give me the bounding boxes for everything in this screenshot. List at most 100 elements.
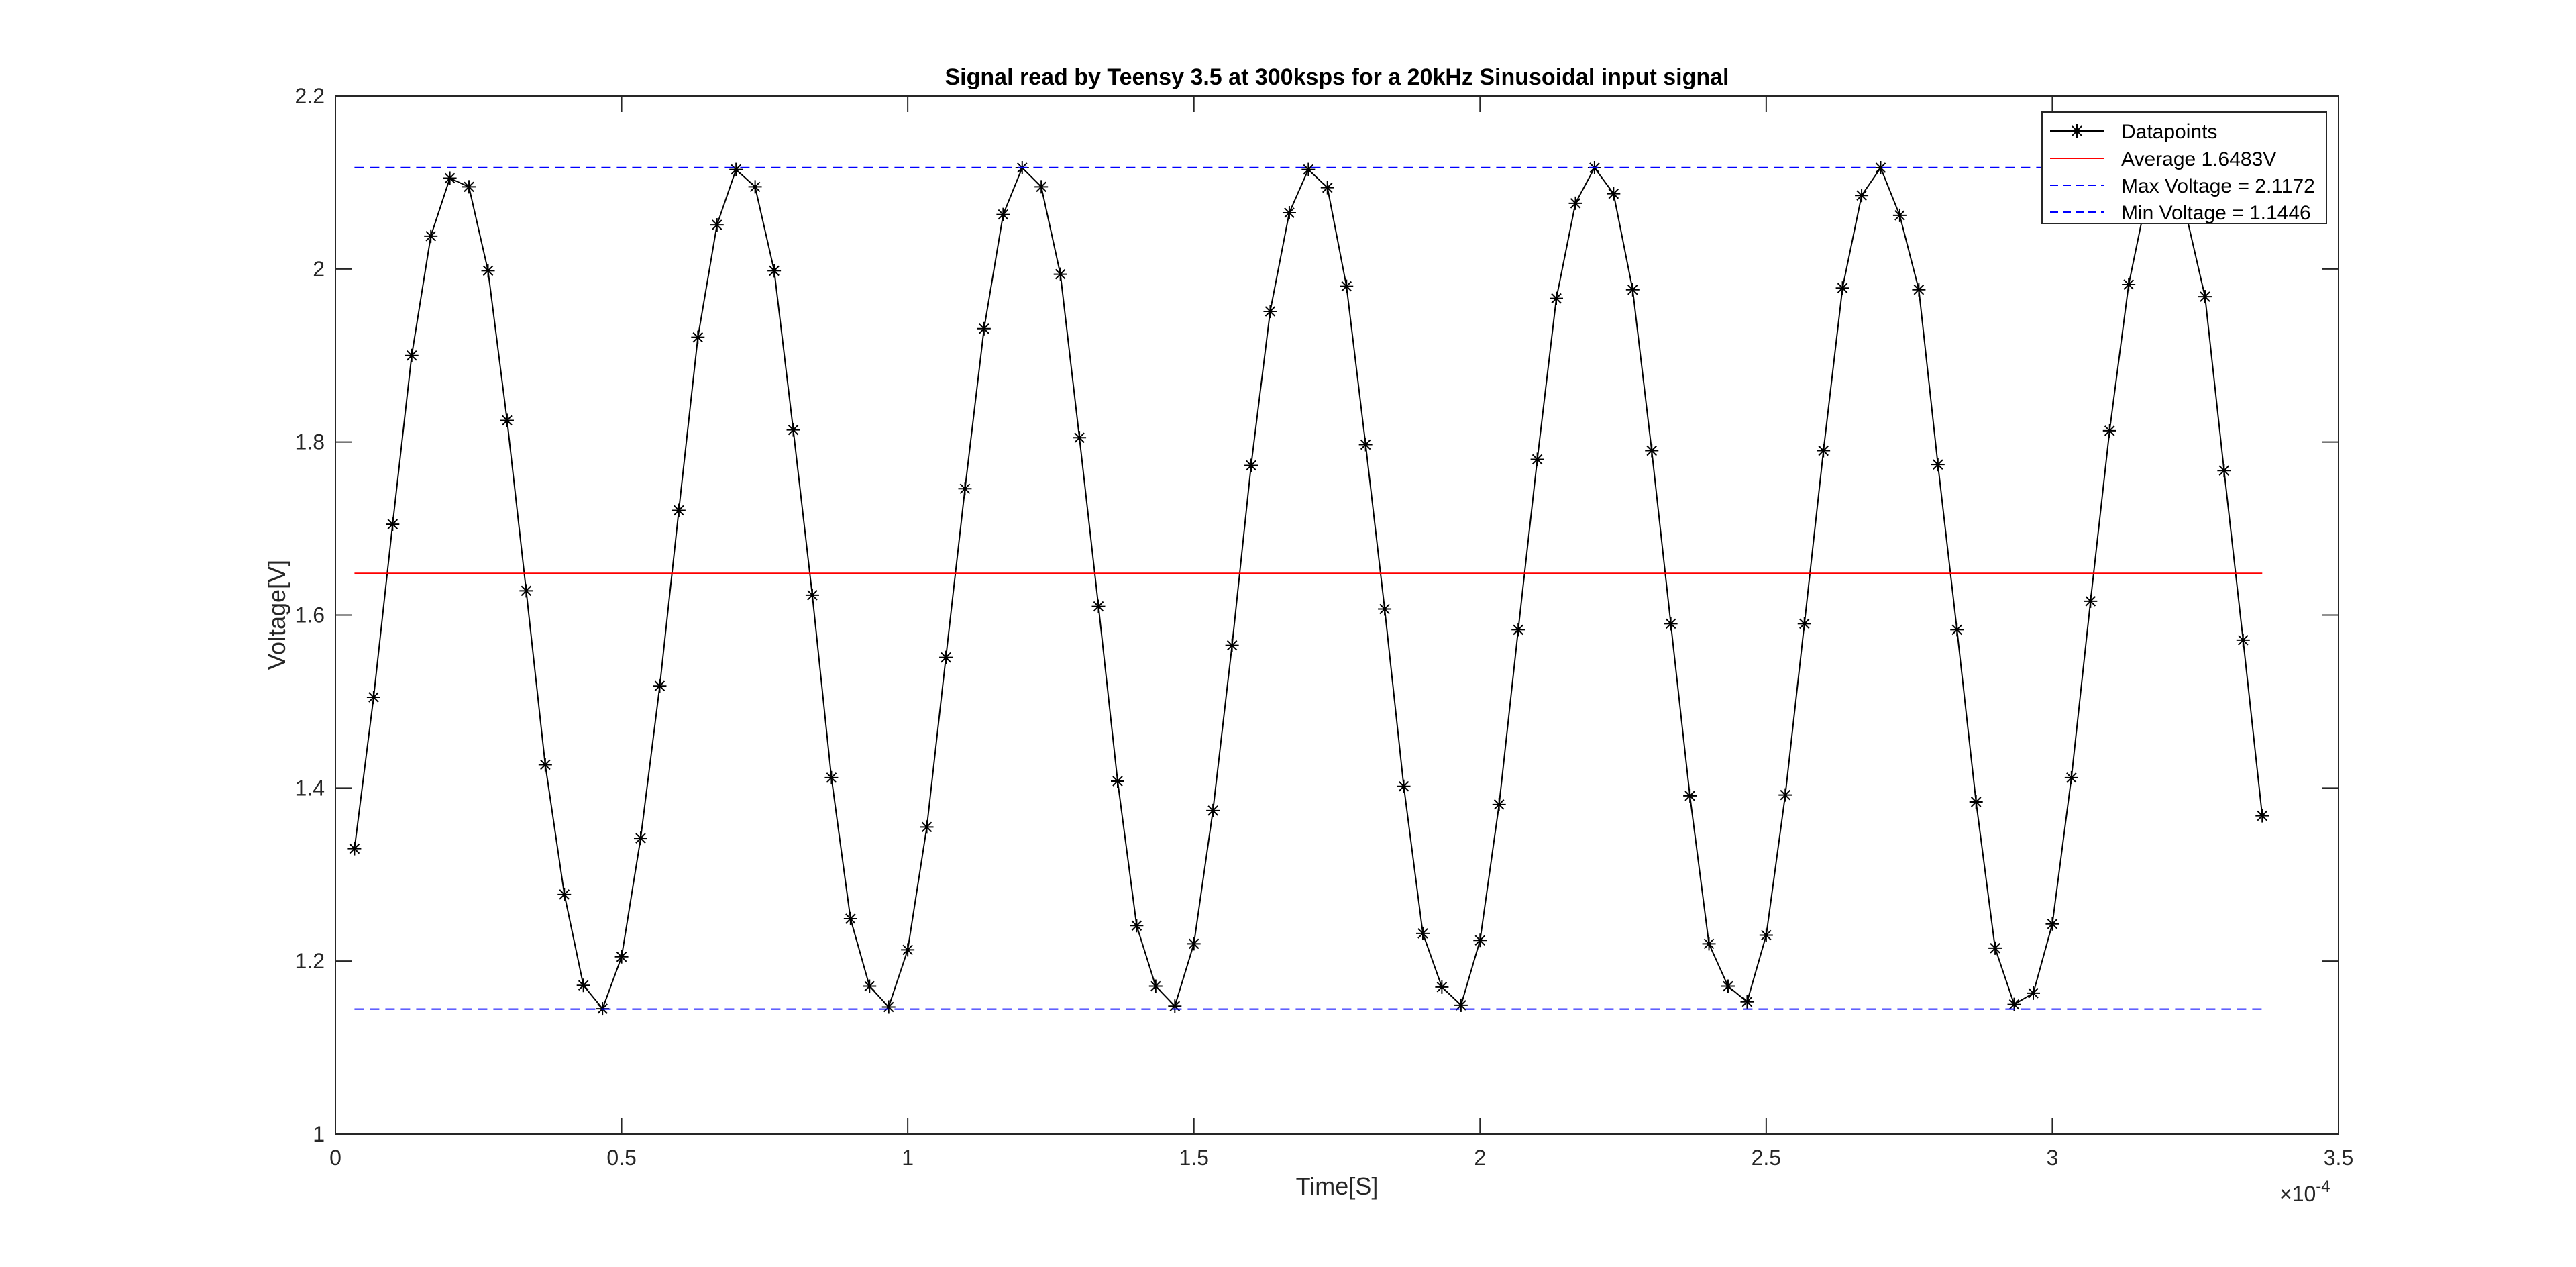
datapoint-marker [1148, 979, 1163, 993]
datapoint-marker [881, 1000, 896, 1014]
datapoint-marker [1397, 779, 1411, 793]
y-tick-label: 1.4 [295, 776, 325, 800]
chart-title: Signal read by Teensy 3.5 at 300ksps for… [945, 64, 1729, 90]
x-tick-label: 2.5 [1752, 1146, 1781, 1170]
y-tick-label: 1 [313, 1122, 325, 1146]
datapoint-marker [424, 229, 438, 243]
datapoint-marker [653, 679, 667, 693]
datapoint-marker [1340, 279, 1354, 293]
datapoint-marker [2198, 290, 2212, 304]
datapoint-marker [996, 207, 1010, 221]
datapoint-marker [366, 690, 380, 704]
datapoint-marker [519, 584, 533, 598]
datapoint-marker [1931, 458, 1945, 472]
datapoint-marker [633, 831, 647, 846]
datapoint-marker [1282, 206, 1296, 220]
datapoint-marker [1645, 444, 1659, 458]
datapoint-marker [2236, 633, 2250, 647]
datapoint-marker [347, 842, 362, 856]
datapoint-marker [614, 950, 629, 964]
datapoint-marker [2045, 917, 2059, 931]
y-tick-label: 2 [313, 257, 325, 281]
datapoint-marker [1492, 797, 1506, 811]
datapoint-marker [1664, 617, 1678, 631]
datapoint-marker [843, 911, 857, 925]
datapoint-marker [920, 820, 934, 834]
datapoint-marker [1358, 438, 1373, 452]
datapoint-marker [2102, 423, 2116, 438]
datapoint-marker [1415, 926, 1430, 940]
datapoint-marker [2084, 594, 2098, 608]
datapoint-marker [1530, 452, 1544, 466]
datapoint-marker [1225, 638, 1239, 652]
datapoint-marker [2007, 997, 2021, 1011]
datapoint-marker [1740, 995, 1754, 1009]
legend-entry-label: Datapoints [2121, 121, 2217, 143]
x-exponent-label: ×10-4 [2279, 1178, 2330, 1206]
datapoint-marker [1511, 623, 1525, 637]
datapoint-marker [1568, 196, 1582, 210]
datapoint-marker [1187, 937, 1201, 951]
datapoint-marker [1625, 283, 1640, 297]
y-tick-label: 2.2 [295, 84, 325, 108]
datapoint-marker [1721, 979, 1735, 993]
datapoint-marker [1988, 941, 2002, 955]
x-tick-label: 2 [1474, 1146, 1486, 1170]
datapoint-marker [710, 218, 724, 232]
datapoint-marker [1817, 444, 1831, 458]
datapoint-marker [1435, 980, 1449, 994]
datapoint-marker [1950, 623, 1964, 637]
datapoint-marker [2255, 809, 2269, 823]
datapoint-marker [576, 978, 590, 993]
datapoint-marker [1053, 267, 1067, 281]
datapoint-marker [1091, 599, 1106, 613]
datapoint-marker [1702, 937, 1716, 951]
datapoint-marker [1855, 189, 1869, 203]
datapoint-marker [2070, 124, 2084, 138]
series-layer [347, 161, 2269, 1016]
datapoint-marker [939, 650, 953, 664]
datapoint-marker [538, 758, 552, 772]
datapoint-marker [2217, 464, 2231, 478]
x-tick-label: 3.5 [2324, 1146, 2353, 1170]
datapoint-marker [1550, 291, 1564, 305]
datapoint-marker [1206, 803, 1220, 817]
x-exponent-base: ×10 [2279, 1182, 2316, 1206]
datapoint-marker [748, 180, 762, 194]
datapoint-marker [2027, 986, 2041, 1000]
datapoint-marker [386, 517, 400, 531]
datapoint-marker [462, 180, 476, 194]
datapoint-marker [1835, 281, 1849, 295]
datapoint-marker [1454, 998, 1468, 1012]
datapoint-marker [1378, 602, 1392, 616]
datapoint-marker [1168, 999, 1182, 1013]
datapoint-marker [481, 264, 495, 278]
datapoint-marker [729, 162, 743, 176]
datapoint-marker [1683, 789, 1697, 803]
datapoint-marker [901, 943, 915, 957]
datapoint-marker [805, 588, 819, 602]
datapoint-marker [443, 171, 457, 185]
datapoint-marker [2122, 278, 2136, 292]
legend-entry-label: Min Voltage = 1.1446 [2121, 202, 2311, 224]
datapoint-marker [1073, 431, 1087, 445]
x-tick-label: 1.5 [1179, 1146, 1208, 1170]
datapoint-marker [691, 330, 705, 344]
datapoint-marker [1110, 774, 1124, 789]
datapoint-marker [1034, 180, 1049, 194]
datapoint-marker [824, 770, 839, 784]
datapoint-marker [1912, 283, 1926, 297]
plot-area [335, 96, 2339, 1134]
datapoint-marker [958, 482, 972, 496]
datapoint-marker [557, 887, 572, 901]
datapoint-marker [863, 979, 877, 993]
y-tick-label: 1.6 [295, 603, 325, 627]
datapoint-marker [1130, 919, 1144, 933]
x-tick-label: 3 [2047, 1146, 2059, 1170]
datapoint-marker [1301, 162, 1316, 176]
legend: Datapoints Average 1.6483V Max Voltage = 2… [2041, 111, 2327, 224]
datapoint-marker [786, 423, 800, 437]
datapoint-marker [1969, 795, 1983, 809]
datapoint-marker [1892, 208, 1907, 222]
